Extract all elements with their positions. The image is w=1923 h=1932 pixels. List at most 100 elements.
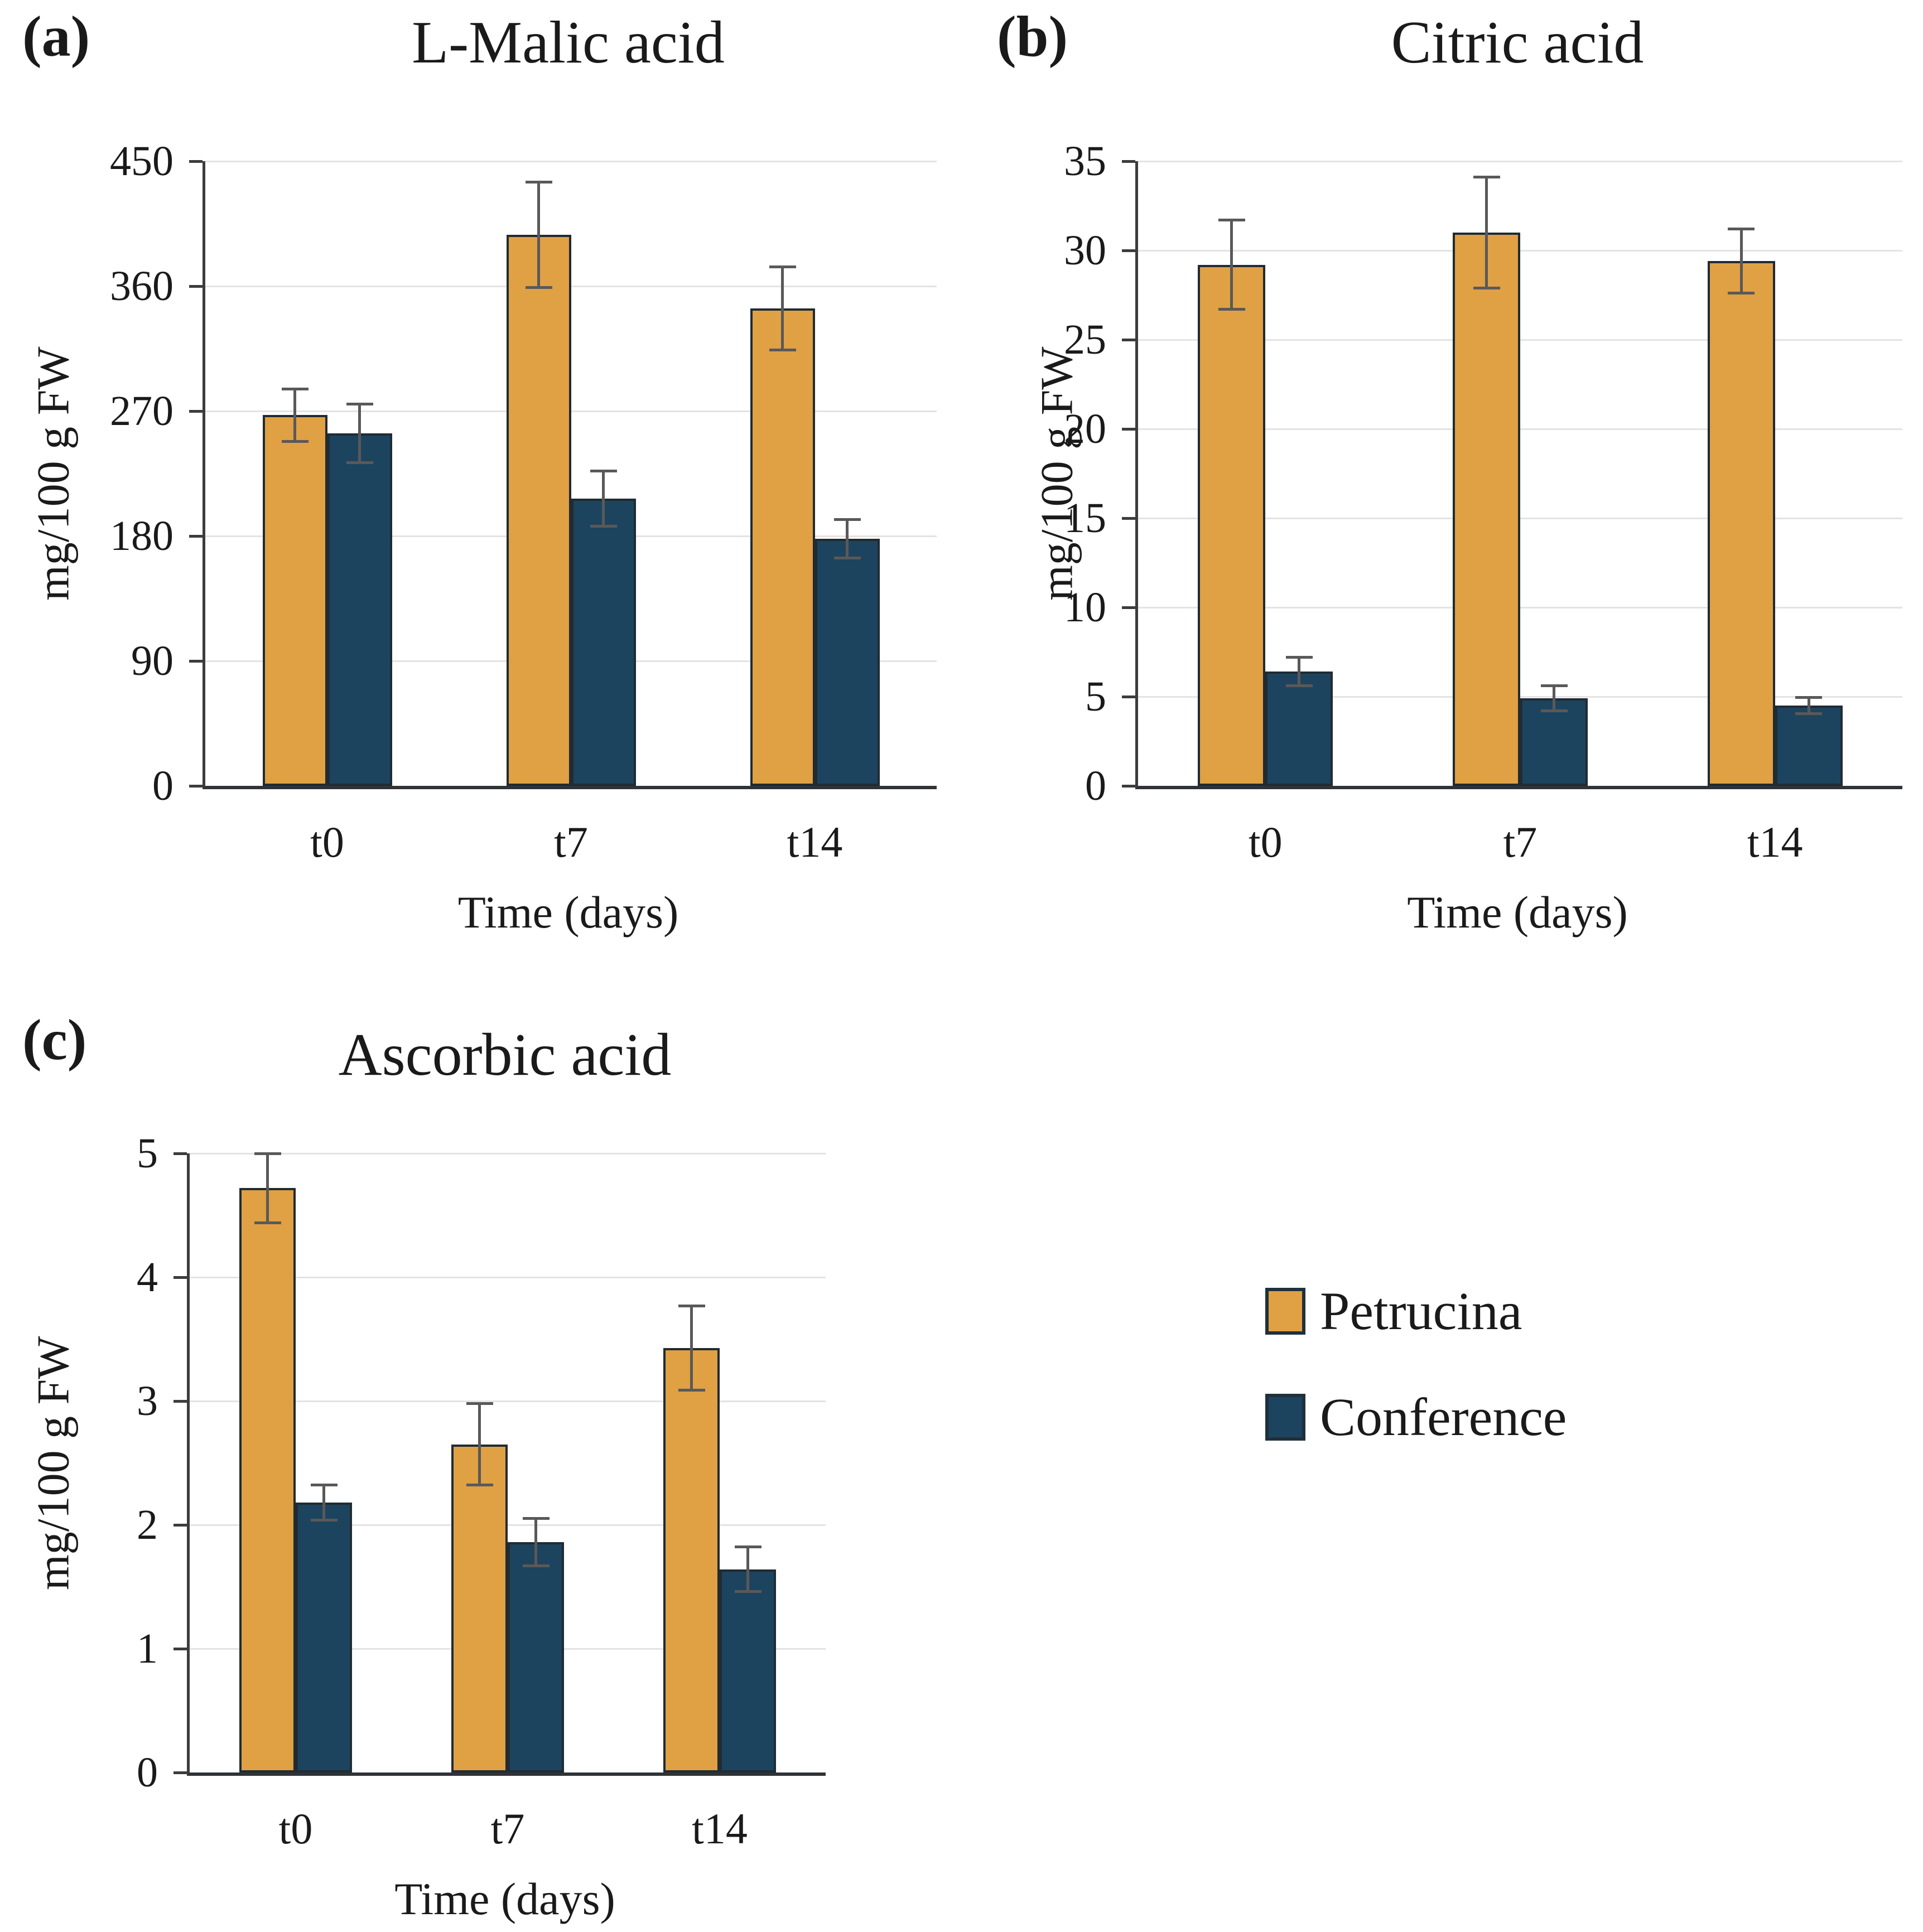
error-bar-conference-t0: [358, 404, 361, 463]
error-bar-cap: [1285, 684, 1313, 688]
y-tick-label: 4: [137, 1254, 158, 1301]
error-bar-cap: [678, 1388, 705, 1392]
bar-petrucina-t0: [262, 415, 327, 786]
legend-label-petrucina: Petrucina: [1320, 1281, 1522, 1341]
error-bar-cap: [310, 1518, 338, 1522]
gridline: [205, 410, 937, 412]
chart-l-malic-acid: (a) L-Malic acid mg/100 g FW Time (days)…: [0, 0, 962, 979]
y-tick-mark: [189, 285, 203, 288]
y-tick-label: 90: [131, 637, 173, 684]
y-tick-label: 270: [110, 388, 173, 434]
error-bar-conference-t7: [1553, 685, 1555, 711]
error-bar-cap: [1540, 709, 1568, 713]
error-bar-cap: [522, 1517, 550, 1520]
bar-conference-t7: [571, 498, 636, 786]
error-bar-cap: [734, 1590, 762, 1593]
y-tick-label: 0: [1085, 762, 1106, 809]
chart-title-citric-acid: Citric acid: [1391, 9, 1644, 76]
error-bar-cap: [678, 1304, 705, 1307]
y-tick-label: 360: [110, 263, 173, 310]
bar-conference-t0: [327, 433, 392, 786]
chart-title-l-malic-acid: L-Malic acid: [412, 9, 725, 76]
y-tick-label: 15: [1064, 495, 1106, 542]
gridline: [1138, 517, 1902, 519]
error-bar-cap: [590, 469, 617, 472]
x-tick-label: t14: [787, 818, 843, 866]
y-tick-label: 1: [137, 1625, 158, 1672]
legend-item-petrucina: Petrucina: [1265, 1284, 1522, 1338]
gridline: [190, 1524, 826, 1526]
error-bar-petrucina-t14: [690, 1306, 693, 1390]
y-tick-label: 35: [1064, 138, 1106, 185]
x-tick-label: t7: [490, 1804, 525, 1853]
error-bar-conference-t0: [1298, 657, 1301, 686]
gridline: [190, 1276, 826, 1278]
y-tick-mark: [173, 1400, 187, 1403]
x-tick-label: t0: [278, 1804, 313, 1853]
error-bar-cap: [1218, 219, 1245, 222]
error-bar-cap: [466, 1402, 493, 1405]
error-bar-petrucina-t0: [293, 389, 296, 442]
legend: Petrucina Conference: [962, 979, 1923, 1932]
y-tick-mark: [173, 1771, 187, 1774]
bar-petrucina-t14: [663, 1347, 720, 1772]
y-tick-label: 450: [110, 138, 173, 185]
error-bar-cap: [769, 265, 796, 268]
error-bar-conference-t14: [846, 519, 849, 558]
gridline: [1138, 160, 1902, 162]
y-tick-label: 20: [1064, 405, 1106, 452]
y-tick-label: 2: [137, 1501, 158, 1548]
bar-conference-t14: [814, 538, 880, 786]
y-tick-label: 30: [1064, 227, 1106, 274]
plot-area: [1135, 160, 1902, 789]
error-bar-conference-t14: [1807, 697, 1810, 714]
error-bar-cap: [254, 1152, 281, 1155]
y-tick-label: 3: [137, 1378, 158, 1424]
error-bar-cap: [769, 348, 796, 351]
y-tick-mark: [189, 785, 203, 788]
x-tick-label: t0: [310, 818, 344, 866]
error-bar-conference-t14: [746, 1547, 749, 1592]
y-tick-label: 25: [1064, 316, 1106, 363]
y-tick-label: 0: [137, 1749, 158, 1796]
error-bar-petrucina-t0: [1230, 220, 1233, 310]
error-bar-cap: [590, 525, 617, 528]
x-tick-label: t7: [554, 818, 588, 866]
y-tick-mark: [1122, 785, 1135, 788]
bar-conference-t7: [508, 1542, 564, 1772]
y-tick-mark: [189, 160, 203, 163]
error-bar-cap: [281, 387, 309, 390]
x-tick-label: t14: [692, 1804, 748, 1853]
y-tick-label: 5: [137, 1130, 158, 1177]
error-bar-cap: [1540, 684, 1568, 688]
error-bar-cap: [1728, 292, 1755, 295]
x-tick-label: t0: [1248, 818, 1283, 866]
error-bar-cap: [1728, 228, 1755, 231]
error-bar-cap: [1795, 712, 1823, 715]
plot-area: [203, 160, 937, 789]
error-bar-cap: [522, 1564, 550, 1567]
panel-label-c: (c): [22, 1008, 87, 1072]
y-tick-mark: [173, 1152, 187, 1155]
y-tick-label: 5: [1085, 673, 1106, 720]
plot-area: [187, 1152, 826, 1776]
gridline: [190, 1400, 826, 1402]
error-bar-cap: [1473, 176, 1500, 179]
legend-label-conference: Conference: [1320, 1387, 1567, 1447]
error-bar-petrucina-t14: [1739, 229, 1743, 293]
y-tick-mark: [189, 660, 203, 663]
y-tick-mark: [1122, 517, 1135, 520]
bar-petrucina-t7: [506, 234, 571, 786]
bar-conference-t0: [296, 1503, 352, 1772]
y-tick-mark: [173, 1276, 187, 1279]
legend-item-conference: Conference: [1265, 1390, 1567, 1444]
error-bar-cap: [310, 1484, 338, 1487]
panel-label-b: (b): [997, 4, 1068, 69]
y-tick-mark: [1122, 606, 1135, 609]
error-bar-cap: [281, 440, 309, 443]
error-bar-cap: [1795, 696, 1823, 699]
gridline: [1138, 428, 1902, 430]
y-tick-mark: [1122, 428, 1135, 431]
x-axis-title: Time (days): [457, 887, 679, 938]
